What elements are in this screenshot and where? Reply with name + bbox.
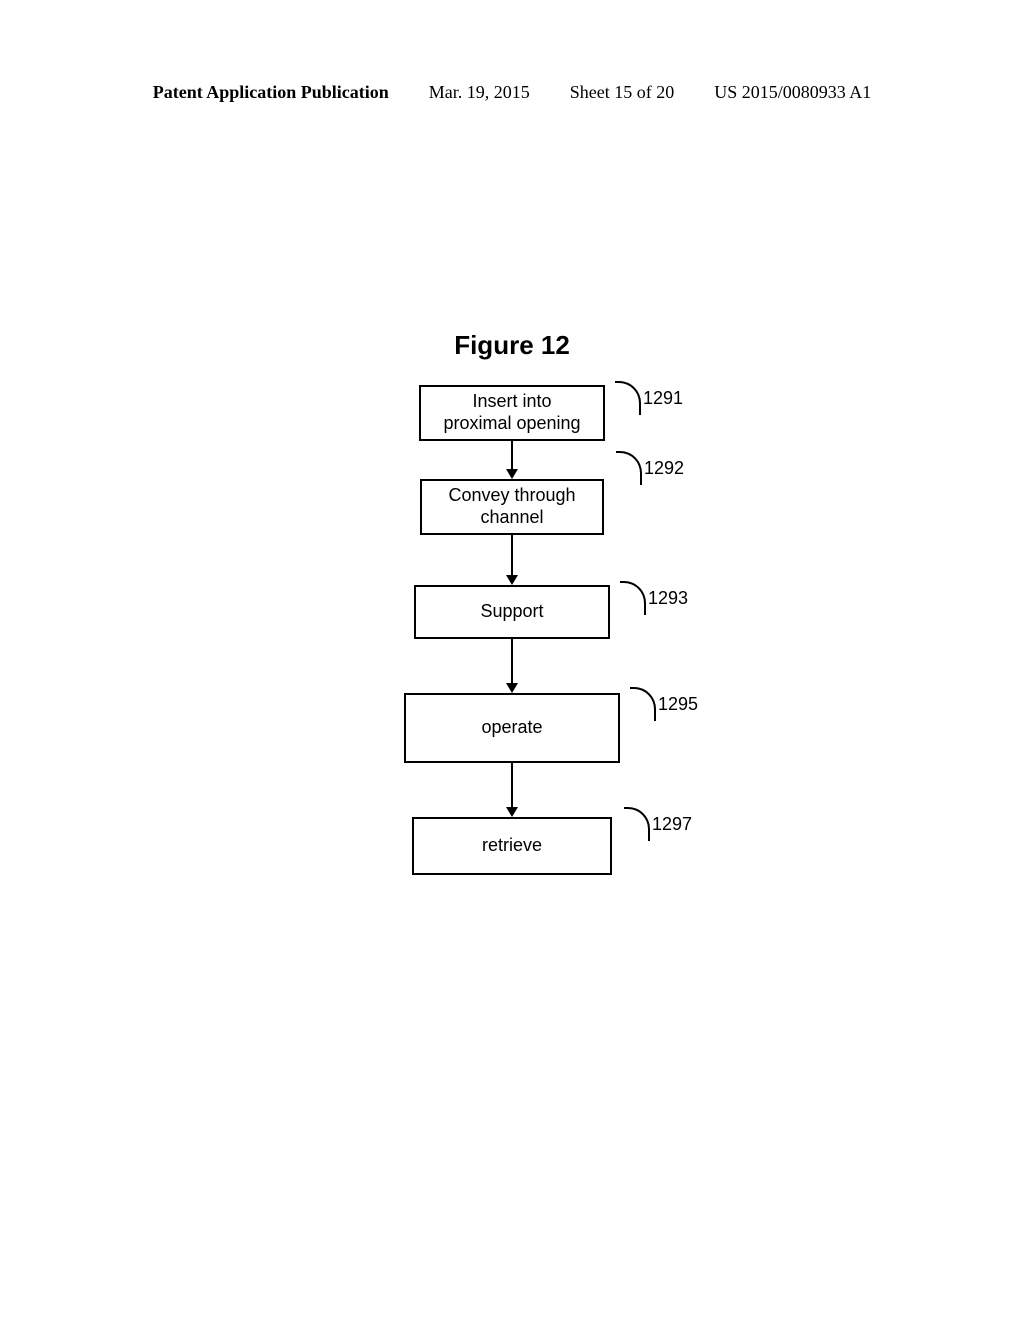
figure-area: Figure 12 Insert intoproximal opening 129…: [0, 330, 1024, 875]
flowchart: Insert intoproximal opening 1291 Convey th…: [302, 385, 722, 875]
sheet-number: Sheet 15 of 20: [570, 82, 674, 103]
figure-title: Figure 12: [454, 330, 570, 361]
reference-number: 1297: [652, 814, 692, 835]
flowchart-box: Insert intoproximal opening: [419, 385, 605, 441]
box-label-line: Support: [480, 601, 543, 623]
reference-number: 1291: [643, 388, 683, 409]
reference-leader-line: [620, 581, 646, 615]
reference-callout: 1295: [630, 687, 698, 721]
flowchart-arrow: [506, 763, 518, 817]
flowchart-box: operate: [404, 693, 620, 763]
flowchart-step: Convey throughchannel1292: [302, 479, 722, 585]
flowchart-box: retrieve: [412, 817, 612, 875]
box-label-line: Convey through: [448, 485, 575, 507]
arrowhead-down-icon: [506, 683, 518, 693]
flowchart-arrow: [506, 441, 518, 479]
box-label-line: channel: [480, 507, 543, 529]
arrowhead-down-icon: [506, 469, 518, 479]
reference-callout: 1297: [624, 807, 692, 841]
reference-number: 1292: [644, 458, 684, 479]
flowchart-box: Support: [414, 585, 610, 639]
reference-number: 1293: [648, 588, 688, 609]
reference-leader-line: [615, 381, 641, 415]
flowchart-step: Support 1293: [302, 585, 722, 693]
arrowhead-down-icon: [506, 575, 518, 585]
publication-date: Mar. 19, 2015: [429, 82, 530, 103]
flowchart-arrow: [506, 535, 518, 585]
arrowhead-down-icon: [506, 807, 518, 817]
page-header: Patent Application Publication Mar. 19, …: [0, 82, 1024, 103]
reference-leader-line: [616, 451, 642, 485]
reference-leader-line: [630, 687, 656, 721]
flowchart-step: operate 1295: [302, 693, 722, 817]
flowchart-box: Convey throughchannel: [420, 479, 604, 535]
flowchart-step: retrieve 1297: [302, 817, 722, 875]
reference-callout: 1293: [620, 581, 688, 615]
reference-callout: 1291: [615, 381, 683, 415]
box-label-line: retrieve: [482, 835, 542, 857]
box-label-line: proximal opening: [443, 413, 580, 435]
box-label-line: operate: [481, 717, 542, 739]
box-label-line: Insert into: [472, 391, 551, 413]
publication-label: Patent Application Publication: [153, 82, 389, 103]
reference-number: 1295: [658, 694, 698, 715]
reference-callout: 1292: [616, 451, 684, 485]
flowchart-arrow: [506, 639, 518, 693]
publication-number: US 2015/0080933 A1: [714, 82, 871, 103]
reference-leader-line: [624, 807, 650, 841]
